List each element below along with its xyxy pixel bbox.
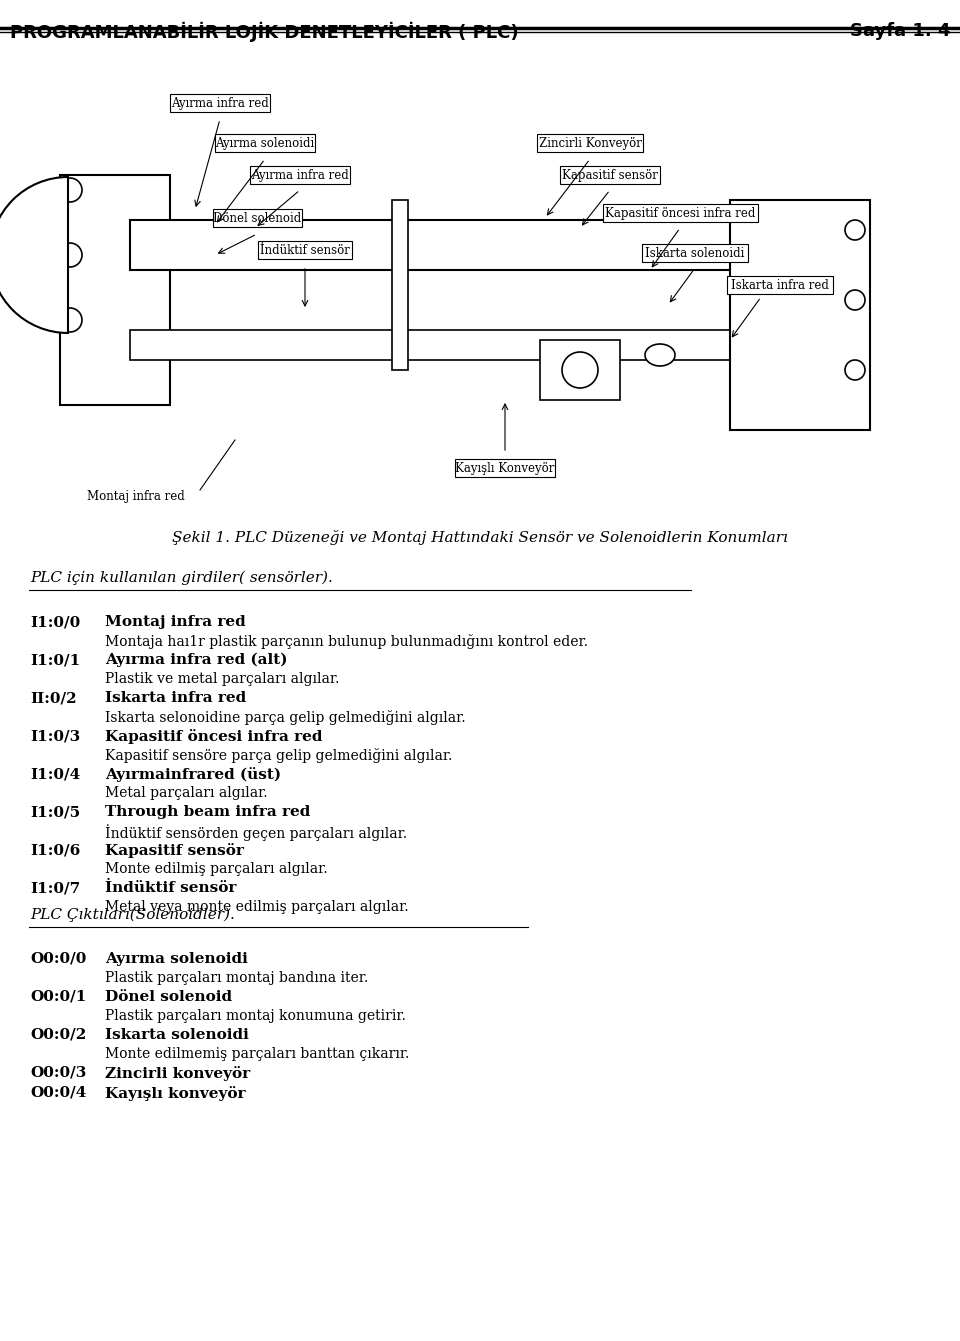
Text: Monte edilmemiş parçaları banttan çıkarır.: Monte edilmemiş parçaları banttan çıkarı…: [105, 1047, 409, 1061]
Circle shape: [845, 290, 865, 310]
Wedge shape: [0, 177, 68, 333]
Bar: [730, 200, 870, 430]
Text: I1:0/4: I1:0/4: [30, 767, 81, 780]
Text: I1:0/6: I1:0/6: [30, 843, 81, 857]
Bar: [60, 174, 170, 405]
Text: PLC için kullanılan girdiler( sensörler).: PLC için kullanılan girdiler( sensörler)…: [30, 571, 333, 585]
FancyBboxPatch shape: [170, 94, 270, 113]
FancyBboxPatch shape: [212, 209, 301, 227]
Text: O0:0/0: O0:0/0: [30, 952, 86, 966]
Text: I1:0/3: I1:0/3: [30, 730, 81, 743]
Text: İndüktif sensörden geçen parçaları algılar.: İndüktif sensörden geçen parçaları algıl…: [105, 823, 407, 841]
Text: Ayırma solenoidi: Ayırma solenoidi: [215, 137, 315, 149]
Circle shape: [845, 359, 865, 380]
FancyBboxPatch shape: [603, 204, 757, 223]
Text: Kapasitif öncesi infra red: Kapasitif öncesi infra red: [105, 730, 323, 744]
Text: Montaja haı1r plastik parçanın bulunup bulunmadığını kontrol eder.: Montaja haı1r plastik parçanın bulunup b…: [105, 634, 588, 649]
Text: İndüktif sensör: İndüktif sensör: [105, 881, 236, 896]
Ellipse shape: [645, 345, 675, 366]
Text: Ayırma infra red: Ayırma infra red: [171, 97, 269, 110]
FancyBboxPatch shape: [560, 166, 660, 184]
FancyBboxPatch shape: [215, 134, 315, 152]
Text: Kayışlı Konveyör: Kayışlı Konveyör: [455, 461, 555, 475]
Text: PROGRAMLANABİLİR LOJİK DENETLEYİCİLER ( PLC): PROGRAMLANABİLİR LOJİK DENETLEYİCİLER ( …: [10, 21, 518, 42]
Text: O0:0/4: O0:0/4: [30, 1086, 86, 1100]
Text: II:0/2: II:0/2: [30, 691, 77, 705]
Text: O0:0/2: O0:0/2: [30, 1029, 86, 1042]
FancyBboxPatch shape: [728, 276, 832, 294]
Text: O0:0/1: O0:0/1: [30, 990, 86, 1004]
Text: Iskarta infra red: Iskarta infra red: [732, 279, 828, 291]
Circle shape: [58, 308, 82, 333]
FancyBboxPatch shape: [250, 166, 350, 184]
Text: I1:0/0: I1:0/0: [30, 616, 81, 629]
Text: Dönel solenoid: Dönel solenoid: [105, 990, 232, 1004]
Text: Plastik ve metal parçaları algılar.: Plastik ve metal parçaları algılar.: [105, 672, 340, 687]
Text: Through beam infra red: Through beam infra red: [105, 805, 310, 819]
FancyBboxPatch shape: [257, 241, 352, 259]
Bar: [392, 200, 408, 370]
Text: Zincirli konveyör: Zincirli konveyör: [105, 1066, 251, 1081]
Text: Iskarta selonoidine parça gelip gelmediğini algılar.: Iskarta selonoidine parça gelip gelmediğ…: [105, 709, 466, 725]
Text: Ayırma infra red (alt): Ayırma infra red (alt): [105, 653, 287, 668]
FancyBboxPatch shape: [538, 134, 643, 152]
Text: Iskarta solenoidi: Iskarta solenoidi: [645, 247, 745, 260]
Circle shape: [562, 351, 598, 388]
Text: Kapasitif sensör: Kapasitif sensör: [562, 169, 658, 181]
Text: I1:0/5: I1:0/5: [30, 805, 80, 819]
Text: Plastik parçaları montaj bandına iter.: Plastik parçaları montaj bandına iter.: [105, 971, 369, 986]
Text: Ayırmainfrared (üst): Ayırmainfrared (üst): [105, 767, 281, 782]
Text: Kapasitif öncesi infra red: Kapasitif öncesi infra red: [605, 207, 756, 220]
Bar: [130, 330, 760, 359]
Text: Zincirli Konveyör: Zincirli Konveyör: [539, 137, 641, 149]
Text: Kayışlı konveyör: Kayışlı konveyör: [105, 1086, 246, 1101]
Text: I1:0/7: I1:0/7: [30, 881, 81, 894]
Circle shape: [58, 243, 82, 267]
Text: Ayırma solenoidi: Ayırma solenoidi: [105, 952, 248, 966]
Text: O0:0/3: O0:0/3: [30, 1066, 86, 1080]
FancyBboxPatch shape: [642, 244, 748, 261]
FancyBboxPatch shape: [455, 459, 555, 477]
Text: İndüktif sensör: İndüktif sensör: [260, 244, 350, 256]
Text: Montaj infra red: Montaj infra red: [87, 489, 185, 503]
Text: Şekil 1. PLC Düzeneği ve Montaj Hattındaki Sensör ve Solenoidlerin Konumları: Şekil 1. PLC Düzeneği ve Montaj Hattında…: [172, 530, 788, 544]
Text: Montaj infra red: Montaj infra red: [105, 616, 246, 629]
Text: PLC Çıktıları(Solenoidler).: PLC Çıktıları(Solenoidler).: [30, 908, 235, 923]
Text: Ayırma infra red: Ayırma infra red: [252, 169, 348, 181]
Text: Monte edilmiş parçaları algılar.: Monte edilmiş parçaları algılar.: [105, 862, 327, 876]
Text: Metal veya monte edilmiş parçaları algılar.: Metal veya monte edilmiş parçaları algıl…: [105, 900, 409, 915]
Bar: [540, 341, 620, 400]
Circle shape: [58, 178, 82, 202]
Circle shape: [845, 220, 865, 240]
Text: Sayfa 1. 4: Sayfa 1. 4: [850, 21, 950, 40]
Text: Iskarta solenoidi: Iskarta solenoidi: [105, 1029, 249, 1042]
Text: Kapasitif sensör: Kapasitif sensör: [105, 843, 244, 858]
Text: Metal parçaları algılar.: Metal parçaları algılar.: [105, 786, 268, 801]
Text: Kapasitif sensöre parça gelip gelmediğini algılar.: Kapasitif sensöre parça gelip gelmediğin…: [105, 748, 452, 763]
Text: Iskarta infra red: Iskarta infra red: [105, 691, 247, 705]
Text: Plastik parçaları montaj konumuna getirir.: Plastik parçaları montaj konumuna getiri…: [105, 1008, 406, 1023]
Text: I1:0/1: I1:0/1: [30, 653, 81, 666]
Text: Dönel solenoid: Dönel solenoid: [213, 212, 301, 224]
Bar: [130, 220, 760, 270]
